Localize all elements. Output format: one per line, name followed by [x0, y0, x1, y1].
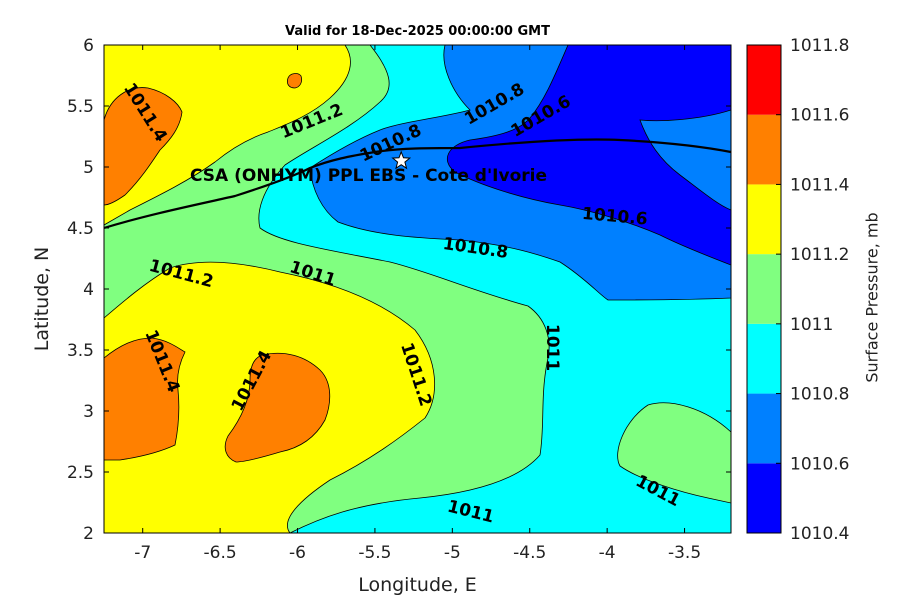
- x-axis-label: Longitude, E: [358, 574, 477, 596]
- colorbar-tick-label: 1011.4: [790, 175, 849, 195]
- colorbar-swatch: [747, 254, 781, 324]
- y-tick-label: 2: [83, 524, 94, 544]
- contour-label: 1011: [542, 324, 562, 371]
- y-tick-label: 5.5: [67, 97, 94, 117]
- colorbar-swatch: [747, 463, 781, 533]
- y-tick-label: 5: [83, 158, 94, 178]
- chart-title: Valid for 18-Dec-2025 00:00:00 GMT: [285, 24, 550, 39]
- x-tick-label: -4: [599, 543, 616, 563]
- x-tick-label: -6: [289, 543, 306, 563]
- colorbar-tick-label: 1011.2: [790, 245, 849, 265]
- colorbar-tick-label: 1011: [790, 315, 833, 335]
- y-tick-label: 6: [83, 36, 94, 56]
- region-orange-small-nw: [287, 73, 303, 89]
- region-blue-dark: [446, 45, 731, 266]
- colorbar-swatch: [747, 184, 781, 255]
- colorbar-tick-label: 1010.8: [790, 385, 849, 405]
- colorbar-frame: [746, 44, 782, 534]
- region-orange-sw: [104, 337, 186, 461]
- colorbar-tick-label: 1011.8: [790, 36, 849, 56]
- region-green-lower-right: [617, 402, 731, 504]
- colorbar-label: Surface Pressure, mb: [862, 212, 882, 383]
- y-tick-label: 4.5: [67, 219, 94, 239]
- y-tick-label: 2.5: [67, 463, 94, 483]
- colorbar-tick-label: 1010.4: [790, 524, 849, 544]
- x-tick-label: -6.5: [204, 543, 237, 563]
- region-orange-nw: [104, 87, 183, 206]
- region-orange-sw2: [224, 352, 331, 463]
- x-tick-label: -3.5: [668, 543, 701, 563]
- y-axis-label: Latitude, N: [31, 246, 53, 352]
- x-tick-label: -5: [444, 543, 461, 563]
- y-tick-label: 3: [83, 402, 94, 422]
- colorbar-swatch: [747, 45, 781, 115]
- region-yellow-nw: [104, 45, 351, 226]
- x-tick-label: -4.5: [513, 543, 546, 563]
- x-tick-label: -7: [134, 543, 151, 563]
- contour-layer: [104, 45, 731, 533]
- site-star-icon: [391, 150, 412, 170]
- site-label: CSA (ONHYM) PPL EBS - Cote d'Ivorie: [190, 166, 547, 186]
- coastline: [104, 138, 731, 230]
- colorbar-tick-label: 1011.6: [790, 106, 849, 126]
- y-tick-label: 4: [83, 280, 94, 300]
- colorbar-swatch: [747, 393, 781, 464]
- x-tick-label: -5.5: [358, 543, 391, 563]
- colorbar-tick-label: 1010.6: [790, 454, 849, 474]
- colorbar-swatch: [747, 114, 781, 185]
- y-tick-label: 3.5: [67, 341, 94, 361]
- colorbar-swatch: [747, 323, 781, 394]
